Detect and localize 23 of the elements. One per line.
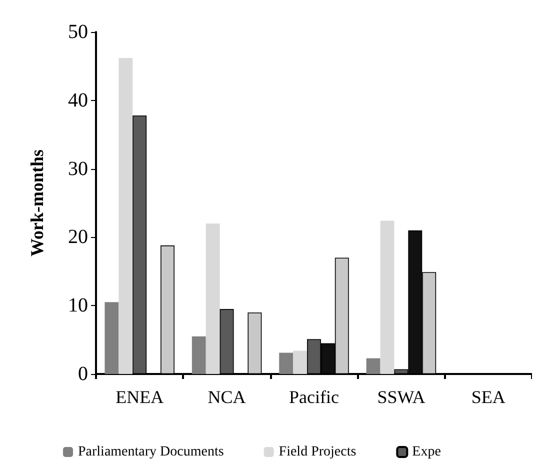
- bar: [279, 352, 294, 374]
- bar: [104, 302, 119, 374]
- bar: [192, 336, 206, 374]
- bar: [380, 220, 394, 374]
- bar: [366, 358, 380, 374]
- y-tick-label: 40: [68, 89, 88, 112]
- y-tick-label: 0: [78, 363, 88, 385]
- legend-label: Field Projects: [278, 444, 356, 460]
- x-tick-label: ENEA: [116, 387, 164, 407]
- y-tick-label: 10: [68, 294, 88, 317]
- x-tick-label: Pacific: [289, 387, 339, 407]
- bar: [118, 58, 133, 374]
- x-tick-label: SEA: [471, 387, 506, 407]
- legend-label: Expe: [412, 444, 441, 460]
- legend-label: Parliamentary Documents: [78, 444, 224, 460]
- x-tick-label: NCA: [208, 387, 246, 407]
- y-tick-label: 50: [68, 21, 88, 43]
- y-tick-label: 30: [68, 158, 88, 180]
- y-tick-label: 20: [68, 226, 88, 248]
- y-axis-title: Work-months: [27, 149, 47, 257]
- x-tick-label: SSWA: [377, 387, 426, 407]
- bar: [293, 350, 308, 374]
- bar: [206, 224, 220, 374]
